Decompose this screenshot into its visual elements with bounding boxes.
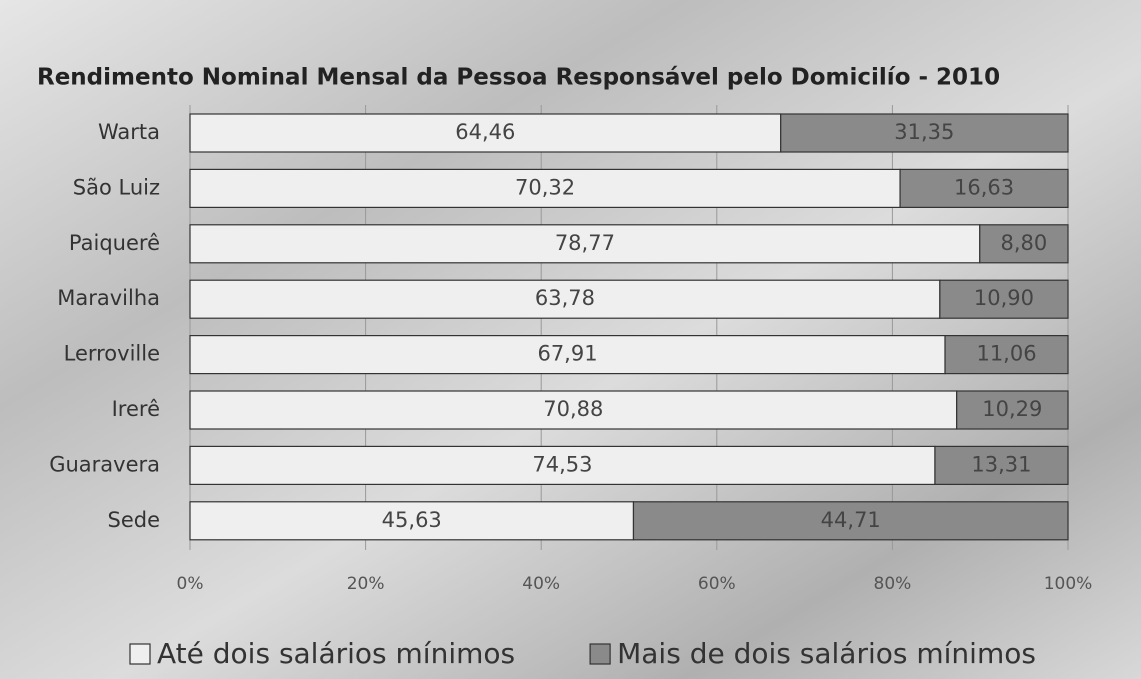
y-tick-label: Warta — [98, 120, 160, 144]
legend-label: Mais de dois salários mínimos — [617, 637, 1036, 670]
y-tick-label: Paiquerê — [69, 231, 160, 255]
data-label: 8,80 — [1001, 231, 1048, 255]
x-tick-label: 80% — [874, 574, 912, 594]
data-label: 64,46 — [455, 120, 515, 144]
data-label: 13,31 — [971, 452, 1031, 476]
data-label: 16,63 — [954, 175, 1014, 199]
bar — [189, 168, 901, 208]
bar — [899, 168, 1069, 208]
bar — [189, 224, 981, 264]
data-label: 74,53 — [532, 452, 592, 476]
x-tick-label: 0% — [177, 574, 204, 594]
bar — [189, 279, 941, 319]
y-tick-label: Sede — [108, 508, 161, 532]
bar — [189, 445, 936, 485]
bar — [944, 335, 1069, 375]
y-tick-label: Irerê — [112, 397, 160, 421]
data-label: 63,78 — [535, 286, 595, 310]
data-label: 67,91 — [537, 342, 597, 366]
y-tick-label: São Luiz — [73, 175, 160, 199]
data-label: 45,63 — [382, 508, 442, 532]
y-tick-label: Guaravera — [49, 452, 160, 476]
x-tick-label: 20% — [347, 574, 385, 594]
data-label: 70,32 — [515, 175, 575, 199]
chart-title: Rendimento Nominal Mensal da Pessoa Resp… — [37, 65, 1000, 91]
bar — [956, 390, 1069, 430]
legend-label: Até dois salários mínimos — [157, 637, 515, 670]
bar — [189, 335, 946, 375]
data-label: 70,88 — [543, 397, 603, 421]
data-label: 10,90 — [974, 286, 1034, 310]
legend-swatch — [589, 643, 611, 665]
data-label: 11,06 — [976, 342, 1036, 366]
x-tick-label: 60% — [698, 574, 736, 594]
bar — [189, 501, 635, 541]
data-label: 31,35 — [894, 120, 954, 144]
bar — [934, 445, 1069, 485]
data-label: 44,71 — [821, 508, 881, 532]
bar — [632, 501, 1069, 541]
bar — [780, 113, 1069, 153]
y-tick-label: Maravilha — [57, 286, 160, 310]
bar — [979, 224, 1069, 264]
bar — [189, 390, 958, 430]
y-tick-label: Lerroville — [64, 342, 160, 366]
bar — [939, 279, 1069, 319]
legend-swatch — [129, 643, 151, 665]
data-label: 78,77 — [555, 231, 615, 255]
x-tick-label: 100% — [1044, 574, 1093, 594]
x-tick-label: 40% — [522, 574, 560, 594]
data-label: 10,29 — [982, 397, 1042, 421]
